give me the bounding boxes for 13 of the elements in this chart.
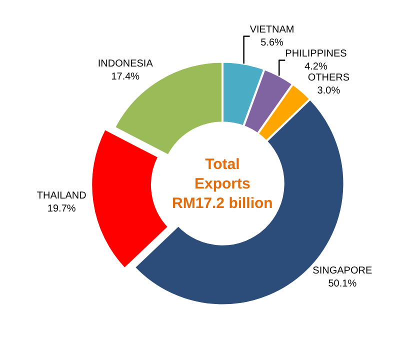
- data-label: 5.6%: [260, 37, 284, 48]
- data-label: 4.2%: [304, 61, 328, 72]
- data-label: 17.4%: [111, 72, 140, 83]
- slice-label: OTHERS: [308, 72, 350, 84]
- slice-label: SINGAPORE: [312, 266, 372, 277]
- data-label: 3.0%: [317, 85, 340, 96]
- slice-label: PHILIPPINES: [285, 48, 348, 60]
- slice-label: VIETNAM: [250, 24, 294, 36]
- text: Total Exports RM17.2 billion: [172, 156, 273, 212]
- slice-label: THAILAND: [36, 190, 86, 202]
- data-label: 50.1%: [328, 278, 357, 290]
- slice-label: INDONESIA: [98, 58, 154, 70]
- data-label: 19.7%: [47, 203, 76, 214]
